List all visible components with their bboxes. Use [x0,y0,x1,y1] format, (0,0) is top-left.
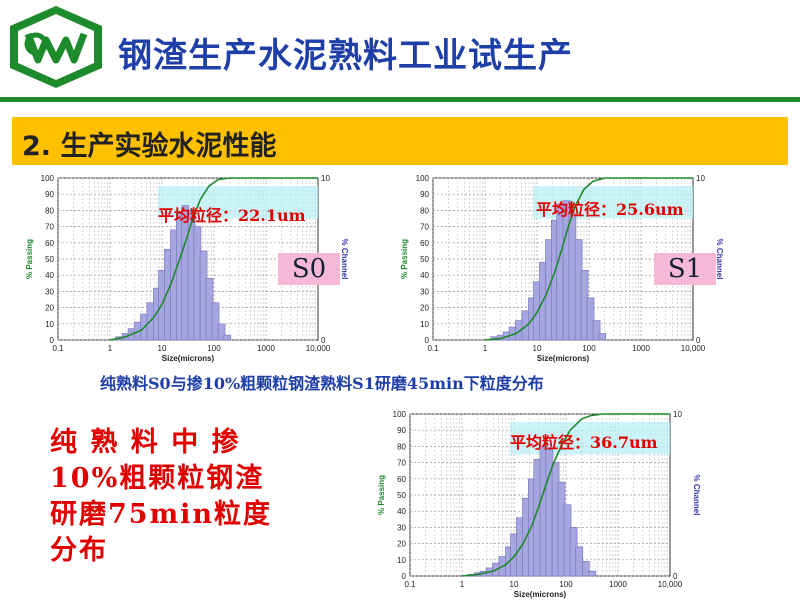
y-tick-label: 100 [41,174,55,183]
page-title: 钢渣生产水泥熟料工业试生产 [118,36,573,76]
y-tick-label: 70 [397,459,406,468]
x-tick-label: 1000 [257,344,275,353]
y-tick-label: 60 [397,475,406,484]
y-tick-label: 70 [45,223,54,232]
y2-tick-label: 10 [696,174,705,183]
avg-size-label-s1: 平均粒径：25.6um [536,200,684,219]
x-axis-label: Size(microns) [537,354,590,363]
avg-size-label-75min: 平均粒径：36.7um [510,433,658,452]
passing-curve [109,177,318,341]
x-tick-label: 0.1 [52,344,64,353]
y-tick-label: 40 [420,271,429,280]
section-bar [12,117,788,165]
chart-caption: 纯熟料S0与掺10%粗颗粒钢渣熟料S1研磨45min下粒度分布 [100,374,544,393]
y-tick-label: 0 [50,336,55,345]
y-tick-label: 0 [402,572,407,581]
channel-bar [588,570,597,577]
x-tick-label: 10 [510,580,519,589]
sample-label-s1: S1 [654,253,716,285]
y-tick-label: 40 [397,507,406,516]
channel-bar [217,323,226,341]
y-axis-label: % Passing [25,239,34,279]
x-tick-label: 1 [460,580,465,589]
y-tick-label: 90 [397,426,406,435]
x-tick-label: 0.1 [427,344,439,353]
y-tick-label: 10 [45,320,54,329]
channel-bar [575,546,584,577]
channel-bar [556,203,565,341]
x-tick-label: 10 [533,344,542,353]
y-tick-label: 20 [45,304,54,313]
x-tick-label: 100 [559,580,573,589]
y-tick-label: 10 [397,556,406,565]
y2-tick-label: 0 [673,572,678,581]
x-tick-label: 100 [582,344,596,353]
y-tick-label: 50 [397,491,406,500]
x-tick-label: 1000 [632,344,650,353]
y2-tick-label: 0 [321,336,326,345]
channel-bar [598,333,607,341]
x-axis-label: Size(microns) [514,590,567,599]
passing-curve [461,413,670,577]
y-tick-label: 90 [420,190,429,199]
y-axis-label: % Passing [400,239,409,279]
x-tick-label: 1 [483,344,488,353]
y-tick-label: 30 [420,287,429,296]
highlight-band [510,422,670,455]
header: 钢渣生产水泥熟料工业试生产 [0,0,800,102]
channel-bar [223,334,232,341]
y-tick-label: 20 [420,304,429,313]
y2-axis-label: % Channel [340,239,349,280]
y2-tick-label: 10 [673,410,682,419]
avg-size-label-s0: 平均粒径：22.1um [158,206,306,225]
y-tick-label: 90 [45,190,54,199]
x-tick-label: 0.1 [404,580,416,589]
y-tick-label: 80 [45,206,54,215]
y2-axis-label: % Channel [692,475,701,516]
y-tick-label: 100 [393,410,407,419]
x-tick-label: 10 [158,344,167,353]
y-tick-label: 80 [420,206,429,215]
y-tick-label: 50 [420,255,429,264]
channel-bar [592,320,601,341]
header-rule [0,97,800,102]
x-tick-label: 10,000 [306,344,331,353]
x-tick-label: 10,000 [681,344,706,353]
y-tick-label: 30 [397,523,406,532]
y-tick-label: 20 [397,540,406,549]
logo-icon [10,6,102,88]
y-axis-label: % Passing [377,475,386,515]
y-tick-label: 60 [420,239,429,248]
y-tick-label: 0 [425,336,430,345]
section-title: 2. 生产实验水泥性能 [22,131,277,162]
channel-bar [581,561,590,577]
x-tick-label: 100 [207,344,221,353]
y-tick-label: 60 [45,239,54,248]
y2-tick-label: 0 [696,336,701,345]
y-tick-label: 10 [420,320,429,329]
channel-bar [211,302,220,341]
y-tick-label: 30 [45,287,54,296]
channel-bar [586,297,595,341]
x-axis-label: Size(microns) [162,354,215,363]
x-tick-label: 1 [108,344,113,353]
y-tick-label: 40 [45,271,54,280]
y-tick-label: 80 [397,442,406,451]
y-tick-label: 70 [420,223,429,232]
x-tick-label: 1000 [609,580,627,589]
side-text: 纯 熟 料 中 掺 10%粗颗粒钢渣研磨75min粒度分布 [50,427,273,566]
y-tick-label: 100 [416,174,430,183]
x-tick-label: 10,000 [658,580,683,589]
y2-axis-label: % Channel [715,239,724,280]
y2-tick-label: 10 [321,174,330,183]
sample-label-s0: S0 [278,253,340,285]
y-tick-label: 50 [45,255,54,264]
passing-curve [484,177,693,341]
